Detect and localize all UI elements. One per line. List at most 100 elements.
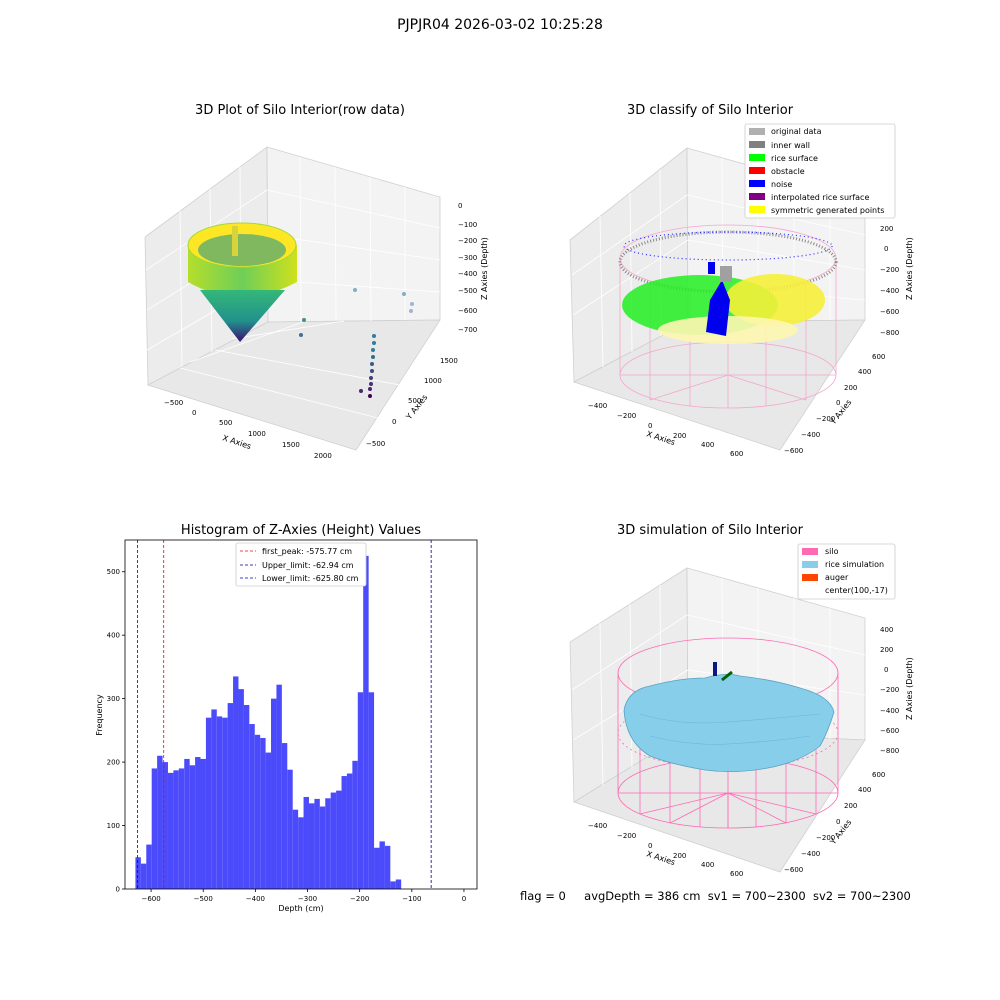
histogram-bar [227, 703, 234, 889]
legend-swatch [802, 574, 818, 581]
histogram-bar [363, 555, 369, 889]
classify-plot-title: 3D classify of Silo Interior [626, 103, 794, 118]
classify-xtick: −400 [588, 402, 607, 410]
simulation-ytick: 400 [858, 786, 871, 794]
histogram-bar [157, 755, 163, 889]
histogram-bar [325, 798, 331, 889]
x-tick-label: −400 [246, 895, 265, 903]
y-tick-label: 500 [107, 568, 120, 576]
histogram-bar [211, 709, 217, 889]
raw-xtick: 500 [219, 419, 232, 427]
histogram-bar [200, 758, 206, 889]
histogram-bar [308, 803, 315, 889]
classify-ztick: −800 [880, 329, 899, 337]
simulation-x-ticks: −400 −200 0 200 400 600 [588, 822, 743, 878]
histogram-bar [319, 806, 326, 889]
classify-legend: original data inner wall rice surface ob… [744, 123, 896, 219]
legend-label: Lower_limit: -625.80 cm [262, 574, 359, 583]
raw-ztick: −700 [458, 326, 477, 334]
simulation-ztick: −400 [880, 707, 899, 715]
simulation-3d-plot: silo rice simulation auger center(100,-1… [569, 543, 914, 878]
raw-ytick: 0 [392, 418, 396, 426]
legend-label: rice surface [771, 154, 818, 163]
histogram-bars [135, 555, 402, 889]
noise-rim-points [623, 231, 833, 261]
classify-x-ticks: −400 −200 0 200 400 600 [588, 402, 743, 458]
legend-label: auger [825, 573, 849, 582]
simulation-ytick: −200 [816, 834, 835, 842]
classify-z-ticks: 200 0 −200 −400 −600 −800 [880, 225, 899, 337]
raw-3d-plot: −500 0 500 1000 1500 2000 −500 0 500 100… [144, 146, 489, 460]
histogram-bar [330, 792, 337, 889]
raw-xtick: −500 [164, 399, 183, 407]
raw-ztick: −600 [458, 307, 477, 315]
histogram-title: Histogram of Z-Axies (Height) Values [180, 523, 422, 538]
histogram-bar [189, 765, 196, 889]
histogram-bar [265, 752, 272, 889]
simulation-ztick: 0 [884, 666, 888, 674]
y-tick-label: 100 [107, 822, 120, 830]
simulation-xtick: −200 [617, 832, 636, 840]
x-tick-label: −100 [402, 895, 421, 903]
simulation-y-label: Y Axies [828, 818, 854, 847]
legend-swatch [749, 180, 765, 187]
legend-label: interpolated rice surface [771, 193, 869, 202]
raw-xtick: 2000 [314, 452, 332, 460]
histogram-bar [341, 776, 347, 889]
legend-label: rice simulation [825, 560, 884, 569]
histogram-bar [303, 796, 309, 889]
histogram-bar [357, 692, 364, 889]
simulation-x-label: X Axies [645, 849, 676, 867]
histogram-bar [243, 704, 250, 889]
histogram-bar [216, 716, 223, 889]
raw-ztick: −100 [458, 221, 477, 229]
simulation-z-ticks: 400 200 0 −200 −400 −600 −800 [880, 626, 899, 755]
histogram-bar [162, 762, 168, 889]
raw-ytick: 1500 [440, 357, 458, 365]
classify-z-label: Z Axies (Depth) [905, 237, 914, 300]
simulation-ztick: −800 [880, 747, 899, 755]
y-tick-label: 200 [107, 759, 120, 767]
classify-ztick: −400 [880, 287, 899, 295]
histogram-bar [195, 757, 201, 889]
raw-xtick: 1000 [248, 430, 266, 438]
simulation-ztick: 200 [880, 646, 893, 654]
figure-title: PJPJR04 2026-03-02 10:25:28 [397, 17, 603, 33]
classify-y-ticks: −600 −400 −200 0 200 400 600 [784, 353, 885, 455]
raw-xtick: 1500 [282, 441, 300, 449]
legend-swatch [749, 167, 765, 174]
histogram-bar [384, 845, 391, 889]
histogram-bar [352, 760, 358, 889]
legend-label: original data [771, 127, 822, 136]
classify-xtick: 200 [673, 432, 686, 440]
raw-ytick: 1000 [424, 377, 442, 385]
flag-text: flag = 0 [520, 889, 566, 903]
simulation-ztick: −200 [880, 686, 899, 694]
symmetric-points [725, 274, 825, 326]
histogram-bar [314, 798, 320, 889]
legend-swatch [749, 154, 765, 161]
classify-xtick: 600 [730, 450, 743, 458]
legend-swatch [802, 561, 818, 568]
classify-ytick: 0 [836, 399, 840, 407]
simulation-ytick: 600 [872, 771, 885, 779]
status-line: flag = 0 avgDepth = 386 cm sv1 = 700~230… [520, 889, 911, 903]
raw-ytick: 500 [408, 397, 421, 405]
histogram-x-ticks: −600 −500 −400 −300 −200 −100 0 [141, 889, 466, 903]
histogram-bar [379, 841, 385, 889]
simulation-ytick: 0 [836, 818, 840, 826]
histogram-bar [238, 689, 244, 889]
raw-ztick: −500 [458, 287, 477, 295]
raw-z-label: Z Axies (Depth) [480, 237, 489, 300]
histogram-bar [346, 773, 353, 889]
histogram-legend: first_peak: -575.77 cm Upper_limit: -62.… [235, 542, 367, 587]
histogram-bar [260, 737, 266, 889]
histogram-bar [151, 768, 158, 889]
simulation-z-label: Z Axies (Depth) [905, 657, 914, 720]
histogram-bar [184, 758, 190, 889]
classify-y-label: Y Axies [828, 398, 854, 427]
x-tick-label: −200 [350, 895, 369, 903]
legend-label: silo [825, 547, 839, 556]
raw-ztick: −300 [458, 254, 477, 262]
rice-simulation-surface [623, 674, 835, 772]
